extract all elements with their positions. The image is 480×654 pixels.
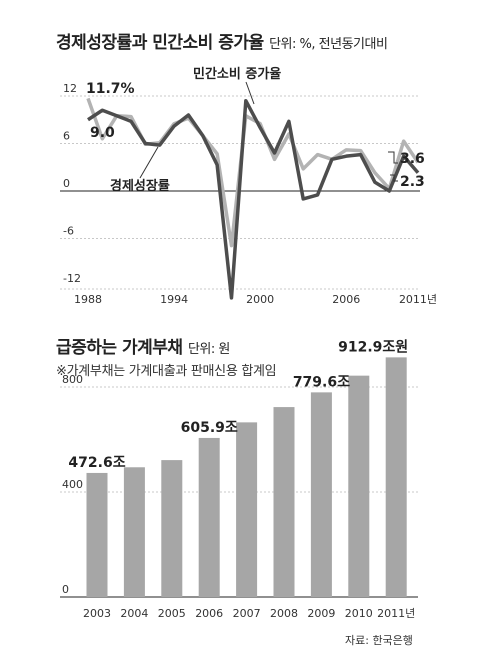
source-note: 자료: 한국은행 xyxy=(345,634,413,647)
leader-line xyxy=(390,174,398,182)
x-tick-label: 2007 xyxy=(233,607,261,620)
y-tick-label: 0 xyxy=(63,177,70,190)
leader-line xyxy=(245,81,255,105)
bar-value-label: 605.9조 xyxy=(181,420,238,436)
bar xyxy=(236,422,258,597)
x-tick-label: 1988 xyxy=(74,293,102,306)
data-label-consumption-first: 9.0 xyxy=(90,125,115,141)
x-tick-label: 2003 xyxy=(83,607,111,620)
y-tick-label: -12 xyxy=(63,272,81,285)
y-tick-label: 12 xyxy=(63,82,77,95)
x-tick-label: 2004 xyxy=(120,607,148,620)
bar xyxy=(198,437,220,597)
bar xyxy=(273,407,295,597)
x-tick-label: 2005 xyxy=(158,607,186,620)
consumption-rate-line xyxy=(87,99,420,300)
line-chart-unit: 단위: %, 전년동기대비 xyxy=(269,37,388,52)
y-tick-label: 800 xyxy=(62,373,83,386)
bar-chart-title: 급증하는 가계부채 단위: 원 xyxy=(56,333,230,358)
x-tick-label: 2011년 xyxy=(377,607,415,620)
bar-chart-title-text: 급증하는 가계부채 xyxy=(56,338,183,358)
bar xyxy=(348,375,370,597)
y-tick-label: -6 xyxy=(63,225,74,238)
x-tick-label: 1994 xyxy=(160,293,188,306)
leader-line xyxy=(139,146,159,179)
series-label-growth: 경제성장률 xyxy=(110,178,170,194)
x-tick-label: 2010 xyxy=(345,607,373,620)
x-tick-label: 2006 xyxy=(332,293,360,306)
bar xyxy=(385,357,407,597)
bar xyxy=(123,467,145,597)
series-label-consumption: 민간소비 증가율 xyxy=(193,66,281,82)
bar-value-label: 912.9조원 xyxy=(338,339,408,355)
data-label-growth-last: 3.6 xyxy=(400,151,425,167)
bar xyxy=(86,472,108,597)
bar xyxy=(310,392,332,597)
bar-value-label: 472.6조 xyxy=(68,455,125,471)
x-tick-label: 2008 xyxy=(270,607,298,620)
data-label-growth-first: 11.7% xyxy=(86,81,135,97)
data-label-consumption-last: 2.3 xyxy=(400,174,425,190)
line-chart-title-text: 경제성장률과 민간소비 증가율 xyxy=(56,33,264,53)
bar-chart-unit: 단위: 원 xyxy=(187,342,230,357)
line-chart-title: 경제성장률과 민간소비 증가율 단위: %, 전년동기대비 xyxy=(56,28,388,53)
x-tick-label: 2000 xyxy=(246,293,274,306)
y-tick-label: 0 xyxy=(62,583,69,596)
bar-chart-note: ※가계부채는 가계대출과 판매신용 합계임 xyxy=(56,364,277,379)
y-tick-label: 6 xyxy=(63,130,70,143)
x-tick-label: 2006 xyxy=(195,607,223,620)
leader-line xyxy=(388,151,398,164)
y-tick-label: 400 xyxy=(62,478,83,491)
x-tick-label: 2009 xyxy=(307,607,335,620)
bar xyxy=(161,460,183,597)
bar-value-label: 779.6조 xyxy=(293,374,350,390)
x-tick-label: 2011년 xyxy=(399,293,437,306)
